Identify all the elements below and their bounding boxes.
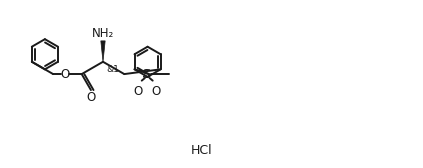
Polygon shape: [101, 41, 105, 62]
Text: O: O: [134, 85, 143, 98]
Text: O: O: [60, 68, 70, 81]
Text: HCl: HCl: [191, 144, 212, 157]
Text: S: S: [143, 68, 152, 81]
Text: NH₂: NH₂: [92, 27, 114, 40]
Text: O: O: [151, 85, 161, 98]
Text: &1: &1: [106, 65, 119, 74]
Text: O: O: [86, 91, 96, 104]
